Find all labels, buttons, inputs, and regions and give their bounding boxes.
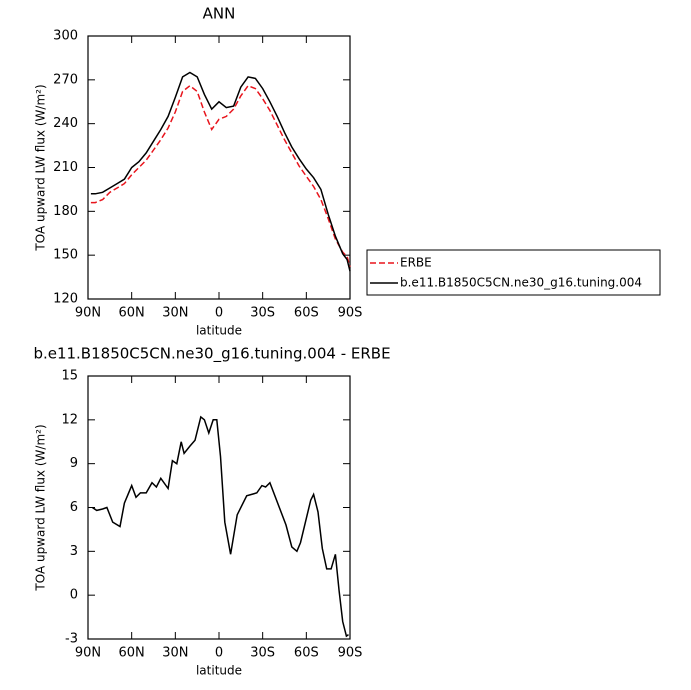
y-tick-label: 15 (61, 369, 78, 384)
chart-title: b.e11.B1850C5CN.ne30_g16.tuning.004 - ER… (33, 345, 390, 364)
y-tick-label: 300 (53, 29, 78, 44)
x-axis-label: latitude (196, 664, 242, 678)
y-tick-label: 3 (70, 544, 78, 559)
x-tick-label: 60S (294, 306, 319, 321)
data-line (90, 71, 351, 272)
x-tick-label: 60N (119, 646, 145, 661)
y-tick-label: 6 (70, 500, 78, 515)
chart-title: ANN (203, 5, 236, 23)
y-tick-label: 9 (70, 456, 78, 471)
y-tick-label: -3 (65, 632, 78, 647)
y-tick-label: 12 (61, 412, 78, 427)
y-tick-label: 180 (53, 204, 78, 219)
legend-label: ERBE (400, 256, 432, 270)
data-line (91, 415, 349, 638)
data-line (90, 84, 351, 268)
x-tick-label: 90S (338, 646, 363, 661)
legend-label: b.e11.B1850C5CN.ne30_g16.tuning.004 (400, 276, 642, 290)
x-tick-label: 0 (215, 646, 223, 661)
x-tick-label: 30S (250, 306, 275, 321)
x-tick-label: 60N (119, 306, 145, 321)
x-tick-label: 30S (250, 646, 275, 661)
y-tick-label: 120 (53, 292, 78, 307)
y-axis-label: TOA upward LW flux (W/m²) (34, 84, 48, 251)
x-tick-label: 90S (338, 306, 363, 321)
plot-frame (87, 35, 351, 300)
legend-box (366, 249, 661, 296)
x-tick-label: 60S (294, 646, 319, 661)
y-axis-label: TOA upward LW flux (W/m²) (34, 424, 48, 591)
x-tick-label: 30N (162, 306, 188, 321)
x-tick-label: 30N (162, 646, 188, 661)
plot-frame (87, 375, 351, 640)
x-tick-label: 0 (215, 306, 223, 321)
y-tick-label: 210 (53, 160, 78, 175)
y-tick-label: 0 (70, 588, 78, 603)
x-axis-label: latitude (196, 324, 242, 338)
x-tick-label: 90N (75, 646, 101, 661)
y-tick-label: 150 (53, 248, 78, 263)
x-tick-label: 90N (75, 306, 101, 321)
y-tick-label: 240 (53, 116, 78, 131)
y-tick-label: 270 (53, 72, 78, 87)
